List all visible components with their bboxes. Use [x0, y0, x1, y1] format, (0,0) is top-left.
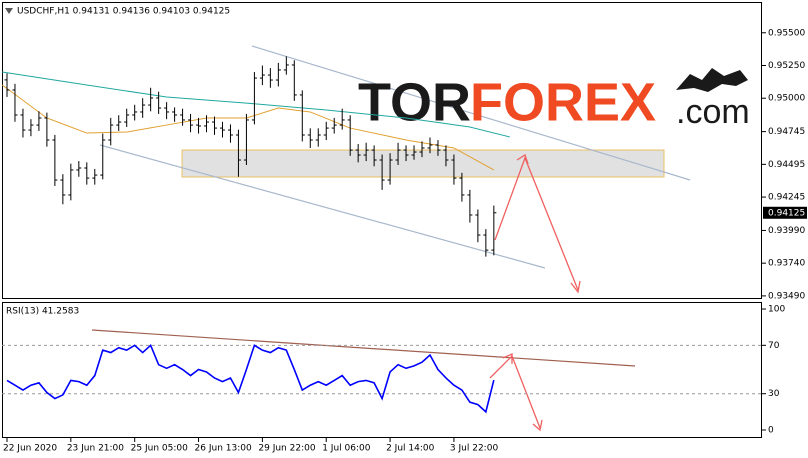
support-zone: [181, 149, 665, 178]
y-tick-label: 70: [768, 341, 780, 351]
last-price-label: 0.94125: [768, 208, 805, 218]
x-tick-label: 26 Jun 13:00: [195, 444, 252, 454]
rsi-line: [6, 343, 495, 414]
forecast-arrows: [489, 154, 581, 432]
x-tick-label: 25 Jun 05:00: [131, 444, 188, 454]
x-tick-label: 29 Jun 22:00: [258, 444, 315, 454]
logo-bull: [676, 68, 748, 92]
y-tick-label: 0: [768, 426, 774, 436]
y-tick-label: 0.93990: [768, 226, 805, 236]
logo-forex: FOREX: [470, 72, 656, 132]
x-tick-label: 23 Jun 21:00: [67, 444, 124, 454]
x-tick-label: 22 Jun 2020: [3, 444, 57, 454]
menu-icon[interactable]: [5, 8, 13, 14]
y-tick-label: 30: [768, 389, 780, 399]
rsi-trendline: [91, 329, 636, 367]
x-tick-label: 3 Jul 22:00: [450, 444, 499, 454]
y-tick-label: 0.94745: [768, 127, 805, 137]
y-tick-label: 0.93740: [768, 259, 805, 269]
last-price-box: [763, 206, 807, 219]
logo-com: .com: [676, 93, 750, 131]
price-panel: [2, 2, 762, 299]
price-title: USDCHF,H1 0.94131 0.94136 0.94103 0.9412…: [17, 7, 230, 17]
logo: TOR FOREX .com: [358, 68, 750, 132]
y-tick-label: 0.94245: [768, 193, 805, 203]
y-tick-label: 0.95000: [768, 94, 805, 104]
channel-lower: [99, 144, 546, 269]
y-tick-label: 100: [768, 305, 785, 315]
y-tick-label: 0.94495: [768, 160, 805, 170]
logo-tor: TOR: [358, 72, 471, 132]
x-tick-label: 2 Jul 14:00: [386, 444, 435, 454]
rsi-title: RSI(13) 41.2583: [6, 307, 79, 317]
y-tick-label: 0.95500: [768, 28, 805, 38]
rsi-panel: [2, 302, 762, 438]
y-tick-label: 0.93490: [768, 291, 805, 301]
x-tick-label: 1 Jul 06:00: [322, 444, 371, 454]
moving-average: [2, 71, 510, 138]
channel-upper: [251, 45, 691, 181]
y-tick-label: 0.95250: [768, 61, 805, 71]
